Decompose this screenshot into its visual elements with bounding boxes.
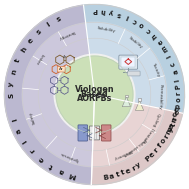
- Text: Ar: Ar: [59, 67, 64, 71]
- Text: o: o: [160, 137, 168, 145]
- Wedge shape: [91, 94, 183, 184]
- FancyBboxPatch shape: [57, 66, 65, 72]
- Wedge shape: [88, 38, 151, 106]
- Text: e: e: [27, 37, 35, 44]
- Text: Linker: Linker: [34, 52, 44, 65]
- Text: i: i: [22, 138, 28, 144]
- Text: e: e: [173, 106, 180, 112]
- Text: i: i: [125, 13, 129, 20]
- Text: e: e: [37, 155, 45, 163]
- Text: y: y: [135, 161, 142, 169]
- Text: Strategy: Strategy: [58, 29, 75, 40]
- Text: Multi-electron: Multi-electron: [122, 137, 147, 157]
- Text: c: c: [132, 17, 138, 24]
- Text: t: t: [15, 58, 22, 64]
- Circle shape: [56, 56, 133, 133]
- FancyBboxPatch shape: [78, 125, 88, 141]
- Wedge shape: [86, 22, 167, 109]
- Wedge shape: [38, 39, 94, 151]
- Text: P: P: [92, 7, 97, 13]
- Text: s: s: [117, 10, 122, 17]
- Text: Duration: Duration: [140, 126, 154, 143]
- Text: y: y: [167, 127, 175, 133]
- Text: Toxicity: Toxicity: [151, 62, 160, 77]
- Text: r: r: [172, 116, 179, 121]
- Text: n: n: [170, 117, 177, 124]
- Text: a: a: [172, 69, 179, 75]
- Text: h: h: [151, 32, 159, 39]
- Text: r: r: [163, 133, 170, 139]
- Text: Permeability: Permeability: [158, 84, 163, 110]
- Text: t: t: [115, 171, 120, 178]
- Text: Stability: Stability: [127, 36, 143, 49]
- Polygon shape: [135, 101, 144, 110]
- Text: Safety: Safety: [28, 110, 36, 124]
- FancyBboxPatch shape: [89, 126, 100, 140]
- Text: Synthesis: Synthesis: [60, 150, 80, 161]
- Text: l: l: [12, 117, 18, 122]
- Text: t: t: [170, 122, 177, 127]
- Text: S: S: [8, 93, 14, 98]
- Text: f: f: [157, 143, 164, 149]
- Text: l: l: [174, 78, 181, 81]
- Text: n: n: [10, 69, 18, 75]
- Text: s: s: [36, 28, 43, 36]
- Text: c: c: [145, 26, 152, 33]
- Text: P: P: [175, 84, 182, 90]
- Text: Based: Based: [81, 90, 108, 99]
- FancyBboxPatch shape: [119, 55, 138, 69]
- FancyBboxPatch shape: [128, 71, 140, 76]
- Text: r: r: [131, 165, 137, 172]
- Text: a: a: [109, 173, 115, 180]
- Wedge shape: [5, 5, 94, 184]
- Wedge shape: [84, 5, 184, 113]
- Text: h: h: [20, 46, 28, 54]
- Text: p: p: [175, 103, 181, 109]
- Text: c: c: [172, 112, 179, 118]
- Wedge shape: [93, 94, 149, 151]
- Text: r: r: [176, 92, 182, 95]
- Text: Viologen: Viologen: [75, 85, 114, 94]
- Text: r: r: [153, 147, 160, 154]
- Text: r: r: [29, 147, 36, 154]
- Text: Solubility: Solubility: [96, 26, 116, 33]
- FancyBboxPatch shape: [121, 57, 135, 67]
- Text: e: e: [125, 167, 132, 174]
- Text: a: a: [58, 167, 65, 175]
- Text: AORFBs: AORFBs: [77, 94, 112, 103]
- Text: s: s: [56, 15, 63, 22]
- Text: a: a: [15, 127, 23, 134]
- Text: h: h: [100, 7, 105, 14]
- Text: e: e: [149, 151, 156, 158]
- Text: a: a: [168, 122, 176, 129]
- Text: e: e: [174, 109, 180, 115]
- FancyBboxPatch shape: [101, 125, 111, 141]
- Text: P: P: [144, 154, 152, 162]
- Text: o: o: [176, 97, 182, 102]
- Text: m: m: [161, 44, 170, 53]
- Wedge shape: [92, 94, 165, 167]
- Text: e: e: [157, 38, 164, 46]
- Polygon shape: [125, 94, 128, 97]
- Text: o: o: [139, 21, 146, 29]
- Text: t: t: [120, 170, 126, 176]
- Text: i: i: [167, 54, 173, 58]
- Polygon shape: [138, 98, 141, 101]
- Text: Efficiency: Efficiency: [112, 148, 132, 160]
- Polygon shape: [122, 97, 131, 107]
- Circle shape: [54, 54, 135, 135]
- Text: t: t: [48, 162, 54, 169]
- Text: B: B: [103, 174, 109, 180]
- Text: i: i: [46, 22, 51, 28]
- Text: c: c: [170, 61, 177, 67]
- Text: y: y: [9, 81, 15, 87]
- Text: m: m: [165, 126, 174, 136]
- Wedge shape: [22, 23, 94, 167]
- Text: Cycling: Cycling: [151, 112, 160, 127]
- Circle shape: [3, 3, 186, 186]
- Text: y: y: [108, 8, 114, 15]
- Text: M: M: [69, 171, 77, 179]
- Text: Ar: Ar: [63, 55, 67, 59]
